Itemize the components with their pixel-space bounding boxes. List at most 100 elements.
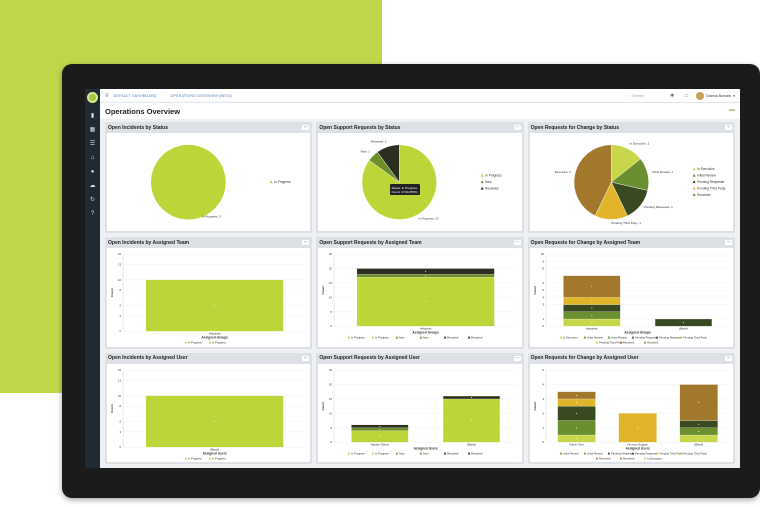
chat-icon[interactable]: ▭ bbox=[683, 92, 689, 99]
legend-label: Pending Requester bbox=[611, 451, 634, 455]
bar-point bbox=[379, 425, 381, 427]
y-tick-label: 20 bbox=[329, 267, 333, 271]
x-tick-label: Helpdesk bbox=[586, 327, 598, 331]
widget-menu-button[interactable]: ··· bbox=[724, 354, 732, 361]
widget-chart-area: 0 5 10 15 20 25 Count Helpdesk Assigned Groups In… bbox=[318, 248, 522, 347]
legend-marker bbox=[679, 336, 683, 339]
search-input[interactable]: ⌕ Search bbox=[628, 94, 662, 98]
bar-point bbox=[697, 430, 699, 432]
users-icon[interactable]: ● bbox=[90, 169, 95, 175]
widget-menu-button[interactable]: ··· bbox=[724, 239, 732, 246]
widget-menu-button[interactable]: ··· bbox=[302, 124, 310, 130]
legend-label: In Progress bbox=[485, 174, 502, 178]
chart-tooltip: Status: In Progress Count: 17.00 (85%) bbox=[389, 184, 420, 195]
legend-label: In Execution bbox=[647, 456, 662, 460]
legend-marker bbox=[655, 336, 658, 339]
pie-slice[interactable] bbox=[151, 144, 226, 220]
legend-marker bbox=[643, 456, 646, 460]
legend-label: Pending Third Party bbox=[683, 451, 707, 455]
pie-slice[interactable] bbox=[377, 144, 400, 183]
widget-menu-button[interactable]: ··· bbox=[302, 354, 310, 361]
widget-menu-button[interactable]: ··· bbox=[724, 124, 732, 130]
chart-svg: 0 1 2 3 4 5 Count Admin User Herman Duggan (Blank… bbox=[533, 368, 729, 460]
y-tick-label: 4 bbox=[542, 382, 544, 386]
y-tick-label: 13 bbox=[118, 263, 122, 267]
bar-point bbox=[591, 286, 593, 288]
legend-label: Received bbox=[623, 456, 635, 460]
grid-icon[interactable]: ▦ bbox=[89, 127, 96, 133]
legend-marker bbox=[184, 341, 188, 344]
cloud-icon[interactable]: ☁ bbox=[89, 183, 96, 189]
x-axis-label: Assigned Users bbox=[414, 446, 438, 450]
widget-card: Open Incidents by Assigned Team ··· 0 3 5 8… bbox=[105, 237, 313, 349]
y-tick-label: 5 bbox=[331, 425, 333, 429]
legend-marker bbox=[444, 451, 447, 455]
widget-menu-button[interactable]: ··· bbox=[513, 354, 521, 361]
app-logo[interactable] bbox=[87, 92, 98, 103]
bar-point bbox=[425, 271, 427, 273]
breadcrumb-current[interactable]: OPERATIONS OVERVIEW (BETA) bbox=[170, 93, 232, 98]
chart-icon[interactable]: ▮ bbox=[90, 113, 95, 119]
widget-header: Open Requests for Change by Assigned Tea… bbox=[528, 237, 735, 248]
y-tick-label: 25 bbox=[329, 252, 333, 256]
y-tick-label: 15 bbox=[329, 397, 333, 401]
pie-slice[interactable] bbox=[573, 144, 612, 217]
y-axis-label: Count bbox=[321, 286, 325, 295]
tooltip-line: Count: 17.00 (85%) bbox=[391, 189, 418, 194]
list-icon[interactable]: ☰ bbox=[89, 141, 96, 147]
y-tick-label: 1 bbox=[542, 317, 544, 321]
legend-label: New bbox=[423, 451, 428, 455]
top-bar: ≡ DEFAULT DASHBOARD OPERATIONS OVERVIEW … bbox=[100, 89, 740, 103]
bar-point bbox=[214, 420, 216, 422]
help-icon[interactable]: ? bbox=[90, 211, 95, 217]
widget-menu-button[interactable]: ··· bbox=[513, 239, 521, 246]
widget-grid: Open Incidents by Status ··· In Progress… bbox=[100, 119, 740, 468]
pie-slice-label: Received, 3 bbox=[554, 170, 570, 174]
widget-card: Open Support Requests by Assigned Team ·… bbox=[316, 237, 524, 349]
pie-slice-label: In Progress, 3 bbox=[202, 215, 221, 219]
legend-label: Pending Third Party bbox=[697, 186, 726, 190]
bar-point bbox=[697, 401, 699, 403]
legend-label: Pending Requester bbox=[697, 180, 725, 184]
legend-label: Initial Review bbox=[587, 451, 603, 455]
page-more-button[interactable]: ••• bbox=[728, 108, 735, 114]
widget-header: Open Requests for Change by Assigned Use… bbox=[528, 353, 735, 364]
legend-marker bbox=[692, 192, 696, 196]
bar-point bbox=[591, 322, 593, 324]
widget-menu-button[interactable]: ··· bbox=[302, 239, 310, 246]
pie-slice-label: Pending Third Party, 1 bbox=[611, 221, 641, 225]
bar-point bbox=[575, 394, 577, 396]
y-tick-label: 0 bbox=[542, 325, 544, 329]
legend-label: In Progress bbox=[212, 456, 226, 460]
page-header: Operations Overview ••• bbox=[100, 103, 740, 119]
x-tick-label: Helpdesk bbox=[420, 327, 432, 331]
widget-header: Open Incidents by Status ··· bbox=[105, 122, 312, 133]
legend-marker bbox=[395, 336, 399, 339]
widget-chart-area: 0 5 10 15 20 25 Count Hayden Difiore (Blank) Assi… bbox=[318, 363, 522, 462]
gear-icon[interactable]: ✱ bbox=[670, 92, 675, 99]
pie-slice-label: In Execution, 1 bbox=[629, 142, 649, 146]
refresh-icon[interactable]: ↻ bbox=[89, 197, 96, 203]
widget-title: Open Requests for Change by Status bbox=[530, 124, 620, 131]
hamburger-icon[interactable]: ≡ bbox=[105, 92, 109, 99]
legend-marker bbox=[208, 341, 212, 344]
legend-label: In Progress bbox=[375, 336, 389, 340]
legend-marker bbox=[371, 336, 375, 339]
y-tick-label: 1 bbox=[542, 425, 544, 429]
widget-card: Open Requests for Change by Assigned Use… bbox=[527, 352, 735, 464]
legend-label: Pending Requester bbox=[635, 451, 658, 455]
legend-marker bbox=[692, 167, 696, 171]
page-title: Operations Overview bbox=[105, 106, 181, 116]
bank-icon[interactable]: ⌂ bbox=[90, 155, 95, 161]
bar-point bbox=[214, 305, 216, 307]
bar-point bbox=[471, 396, 473, 398]
legend-marker bbox=[607, 336, 610, 339]
widget-header: Open Support Requests by Assigned Team ·… bbox=[316, 237, 523, 248]
breadcrumb-dashboard[interactable]: DEFAULT DASHBOARD bbox=[113, 93, 157, 98]
legend-marker bbox=[607, 451, 610, 455]
user-menu[interactable]: Dianna Burnam ▾ bbox=[696, 91, 735, 100]
pie-slice-label: Resolved, 2 bbox=[371, 139, 387, 143]
widget-header: Open Incidents by Assigned Team ··· bbox=[105, 237, 312, 248]
widget-menu-button[interactable]: ··· bbox=[513, 124, 521, 130]
